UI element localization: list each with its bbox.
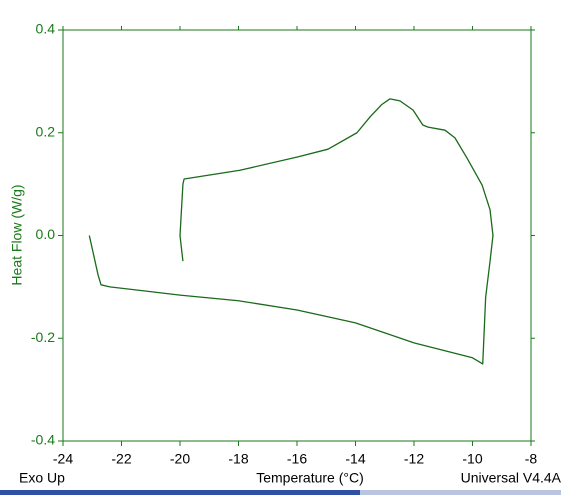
x-tick-label: -14 bbox=[345, 451, 365, 467]
y-tick-label: 0.0 bbox=[36, 226, 56, 242]
y-tick-label: 0.2 bbox=[36, 123, 56, 139]
plot-frame bbox=[62, 29, 532, 442]
data-line bbox=[88, 98, 494, 365]
x-tick-label: -12 bbox=[404, 451, 424, 467]
status-bar bbox=[0, 490, 360, 495]
x-tick-label: -18 bbox=[228, 451, 248, 467]
y-axis-label: Heat Flow (W/g) bbox=[9, 184, 25, 285]
y-tick-label: -0.4 bbox=[31, 432, 55, 448]
y-tick-label: 0.4 bbox=[36, 21, 56, 37]
status-bar bbox=[360, 490, 561, 495]
x-axis-label: Temperature (°C) bbox=[256, 470, 364, 486]
y-tick-label: -0.2 bbox=[31, 329, 55, 345]
x-tick-label: -16 bbox=[287, 451, 307, 467]
x-tick-label: -10 bbox=[462, 451, 482, 467]
corner-note: Exo Up bbox=[19, 470, 65, 486]
x-tick-label: -24 bbox=[53, 451, 73, 467]
corner-note: Universal V4.4A bbox=[461, 470, 561, 486]
x-tick-label: -8 bbox=[525, 451, 538, 467]
x-tick-label: -22 bbox=[111, 451, 131, 467]
x-tick-label: -20 bbox=[170, 451, 190, 467]
